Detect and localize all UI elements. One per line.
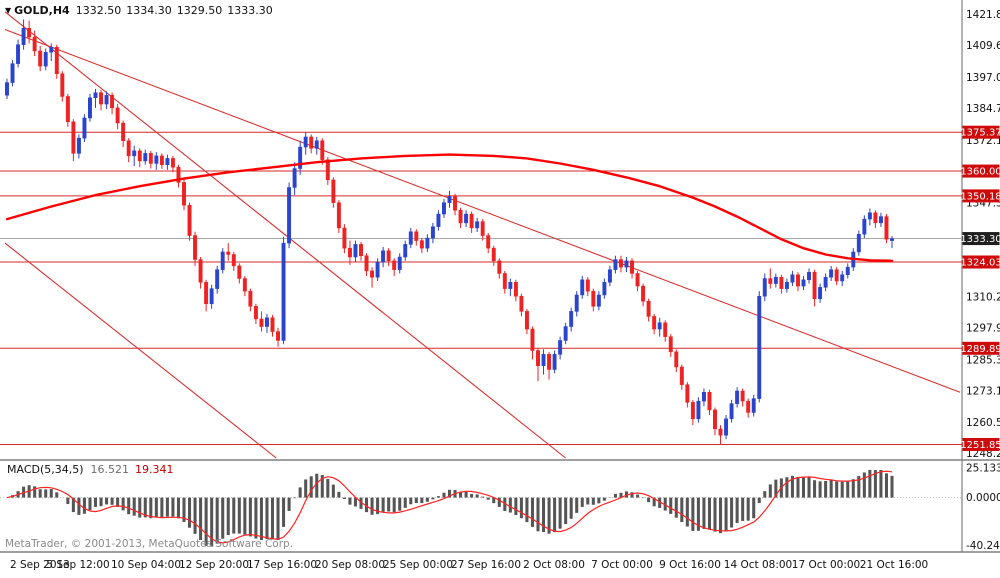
macd-histogram	[11, 469, 894, 547]
open-value: 1332.50	[75, 4, 122, 17]
time-axis-label: 25 Sep 00:00	[383, 559, 453, 571]
copyright-notice: MetaTrader, © 2001-2013, MetaQuotes Soft…	[5, 538, 294, 550]
macd-indicator-header: MACD(5,34,5) 16.521 19.341	[7, 463, 174, 476]
chart-ohlc-header: ▼ GOLD,H4 1332.50 1334.30 1329.50 1333.30	[5, 4, 278, 17]
descending-trendline-2[interactable]	[4, 242, 277, 459]
level-price-tag	[962, 255, 1000, 269]
close-value: 1333.30	[227, 4, 273, 17]
time-axis-label: 17 Sep 16:00	[247, 559, 317, 571]
time-axis-label: 17 Oct 00:00	[792, 559, 860, 571]
time-axis-label: 21 Oct 16:00	[860, 559, 928, 571]
macd-signal-line	[6, 470, 893, 544]
macd-axis[interactable]: 25.133 0.0000 -40.245	[966, 462, 1000, 552]
level-price-tag-label: 1350.18	[960, 191, 1000, 202]
level-price-tag	[962, 437, 1000, 451]
level-price-tag-label: 1375.37	[960, 128, 1000, 139]
price-axis-label: 1310.20	[966, 291, 1000, 303]
level-price-tag-label: 1324.03	[960, 257, 1000, 268]
price-axis-label: 1421.85	[966, 9, 1000, 21]
price-axis-label: 1273.10	[966, 385, 1000, 397]
price-axis[interactable]: 1421.851409.601397.001384.751372.151347.…	[960, 9, 1000, 460]
time-axis-label: 2 Oct 08:00	[523, 559, 585, 571]
level-price-tag	[962, 189, 1000, 203]
horizontal-level-lines	[0, 131, 962, 445]
macd-axis-label: -40.245	[966, 540, 1000, 552]
level-price-tag	[962, 341, 1000, 355]
current-price-tag	[962, 232, 1000, 246]
symbol-label: GOLD,H4	[14, 4, 70, 17]
price-axis-label: 1384.75	[966, 103, 1000, 115]
price-axis-label: 1297.95	[966, 322, 1000, 334]
descending-trendline-1[interactable]	[4, 11, 566, 459]
time-axis-label: 9 Oct 16:00	[659, 559, 721, 571]
level-price-tag-label: 1360.00	[960, 167, 1000, 178]
time-axis-label: 20 Sep 08:00	[315, 559, 385, 571]
trendlines[interactable]	[4, 11, 961, 459]
high-value: 1334.30	[126, 4, 172, 17]
current-price-tag-label: 1333.30	[960, 234, 1000, 245]
time-axis-label: 2 Sep 2013	[10, 559, 70, 571]
price-axis-label: 1409.60	[966, 40, 1000, 52]
level-price-tag-label: 1251.85	[960, 440, 1000, 451]
time-axis-label: 14 Oct 08:00	[724, 559, 792, 571]
time-axis-label: 7 Oct 00:00	[591, 559, 653, 571]
macd-value: 16.521	[90, 463, 130, 476]
macd-axis-label: 0.0000	[966, 492, 1000, 504]
level-price-tag-label: 1289.89	[960, 344, 1000, 355]
time-axis-label: 12 Sep 20:00	[179, 559, 249, 571]
symbol-marker-icon: ▼	[5, 6, 12, 15]
level-price-tag	[962, 125, 1000, 139]
price-axis-label: 1397.00	[966, 72, 1000, 84]
descending-trendline-3[interactable]	[4, 28, 961, 393]
macd-panel[interactable]	[0, 469, 962, 547]
price-axis-label: 1260.50	[966, 417, 1000, 429]
price-axis-label: 1248.25	[966, 448, 1000, 460]
price-axis-label: 1285.35	[966, 354, 1000, 366]
moving-average-line[interactable]	[5, 153, 894, 262]
level-price-tag	[962, 164, 1000, 178]
time-axis-label: 27 Sep 16:00	[451, 559, 521, 571]
macd-axis-label: 25.133	[966, 462, 1000, 474]
low-value: 1329.50	[176, 4, 223, 17]
macd-label: MACD(5,34,5)	[7, 463, 84, 476]
macd-signal-value: 19.341	[135, 463, 174, 476]
time-axis-label: 10 Sep 04:00	[111, 559, 181, 571]
time-axis-label: 5 Sep 12:00	[46, 559, 109, 571]
candlestick-series[interactable]	[5, 19, 894, 445]
